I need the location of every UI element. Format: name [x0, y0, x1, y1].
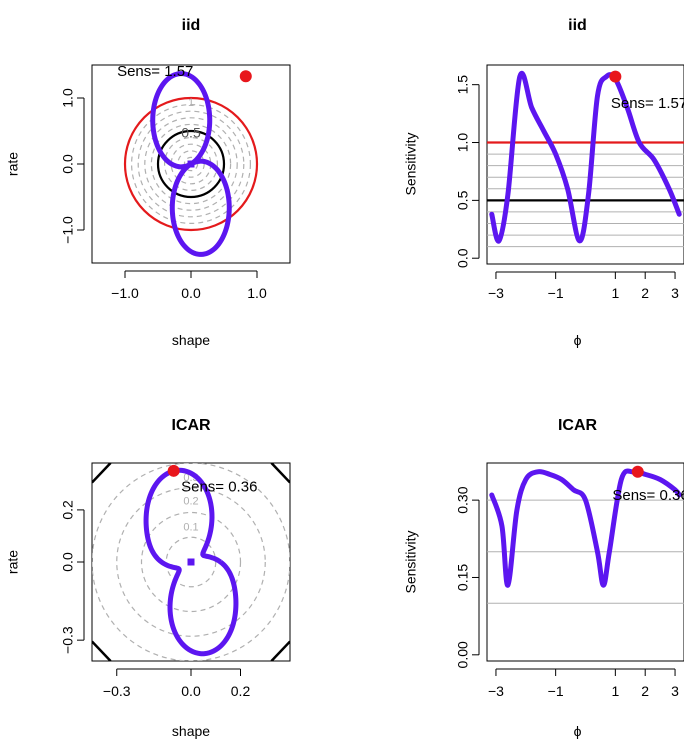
contour-label: 0.1 [183, 522, 198, 534]
octagon-corner [92, 463, 112, 484]
x-axis-label: shape [172, 332, 210, 348]
plot-region: 0.30.20.1 [92, 463, 290, 661]
plot-region [487, 468, 684, 604]
reference-circle [156, 129, 226, 199]
x-tick-label: 0.2 [231, 683, 251, 699]
plot-region [487, 70, 684, 248]
y-tick-label: 1.5 [455, 75, 471, 95]
y-tick-label: 0.00 [455, 641, 471, 668]
x-tick-label: −1.0 [111, 285, 139, 301]
panel-iid-sensitivity: −3 −1 1 2 3 0.0 0.5 1.0 1.5 iid ϕ Sensitivity Sens= … [403, 17, 684, 348]
sensitivity-annotation: Sens= 1.57 [611, 95, 684, 112]
sensitivity-annotation: Sens= 0.36 [612, 487, 684, 504]
y-tick-label: 1.0 [455, 133, 471, 153]
chart-title: iid [568, 17, 587, 34]
y-tick-label: 0.2 [60, 500, 76, 520]
contour-circle [131, 103, 252, 225]
x-tick-label: 0.0 [181, 683, 201, 699]
y-axis-label: rate [5, 550, 21, 574]
contour-circle [116, 487, 266, 637]
center-marker [187, 160, 195, 168]
x-axis-label: ϕ [574, 723, 582, 739]
y-tick-label: 1.0 [60, 88, 76, 108]
y-axis-label: Sensitivity [403, 132, 419, 195]
y-tick-label: −1.0 [60, 216, 76, 244]
x-axis-label: ϕ [574, 332, 582, 348]
panel-icar-sensitivity: −3 −1 1 2 3 0.00 0.15 0.30 ICAR ϕ Sensitivity Sens=… [403, 417, 684, 739]
y-axis-label: Sensitivity [403, 530, 419, 593]
x-tick-label: −3 [488, 683, 504, 699]
octagon-corner [270, 640, 290, 661]
y-tick-label: 0.15 [455, 564, 471, 591]
panel-icar-contour: −0.3 0.0 0.2−0.30.00.2ICARshaperate0.30.20… [5, 417, 291, 739]
x-tick-label: 1.0 [247, 285, 267, 301]
reference-circle [123, 96, 259, 232]
contour-circle [165, 536, 217, 588]
x-tick-label: −0.3 [103, 683, 131, 699]
max-point [167, 464, 180, 477]
contour-circle [137, 110, 245, 218]
octagon-corner [270, 463, 290, 484]
y-tick-label: −0.3 [60, 626, 76, 654]
plot-frame [486, 462, 684, 662]
max-point [239, 70, 252, 83]
x-tick-label: −3 [488, 285, 504, 301]
x-tick-label: 2 [641, 285, 649, 301]
y-axis-label: rate [5, 152, 21, 176]
x-tick-label: −1 [548, 683, 564, 699]
contour-label: 1 [188, 97, 194, 109]
chart-title: iid [182, 17, 201, 34]
panel-iid-contour: −1.0 0.0 1.0−1.00.01.0iidshaperate10.5Sens… [5, 17, 291, 348]
sensitivity-annotation: Sens= 1.57 [117, 63, 193, 80]
contour-label: 0.2 [183, 496, 198, 508]
y-tick-label: 0.5 [455, 190, 471, 210]
contour-circle [150, 123, 232, 205]
x-tick-label: 3 [671, 683, 679, 699]
y-tick-label: 0.0 [60, 552, 76, 572]
x-tick-label: 3 [671, 285, 679, 301]
chart-title: ICAR [171, 417, 211, 434]
y-tick-label: 0.30 [455, 486, 471, 513]
sensitivity-annotation: Sens= 0.36 [181, 479, 257, 496]
x-axis-label: shape [172, 723, 210, 739]
contour-circle [140, 511, 242, 613]
plot-frame [91, 64, 291, 264]
x-tick-label: 1 [611, 683, 619, 699]
y-tick-label: 0.0 [455, 248, 471, 268]
y-tick-label: 0.0 [60, 154, 76, 174]
center-marker [187, 558, 195, 566]
plot-frame [486, 64, 684, 265]
max-point [609, 70, 622, 83]
x-tick-label: 1 [611, 285, 619, 301]
contour-circle [164, 137, 219, 192]
sensitivity-curve [489, 468, 682, 588]
x-tick-label: 2 [641, 683, 649, 699]
octagon-corner [92, 640, 112, 661]
x-tick-label: 0.0 [181, 285, 201, 301]
x-tick-label: −1 [548, 285, 564, 301]
sensitivity-curve [143, 467, 239, 657]
plot-region: 10.5 [123, 71, 259, 257]
sensitivity-curve [489, 70, 682, 244]
max-point [631, 465, 644, 478]
contour-label: 0.5 [181, 125, 201, 141]
chart-title: ICAR [558, 417, 598, 434]
contour-circle [144, 117, 238, 211]
